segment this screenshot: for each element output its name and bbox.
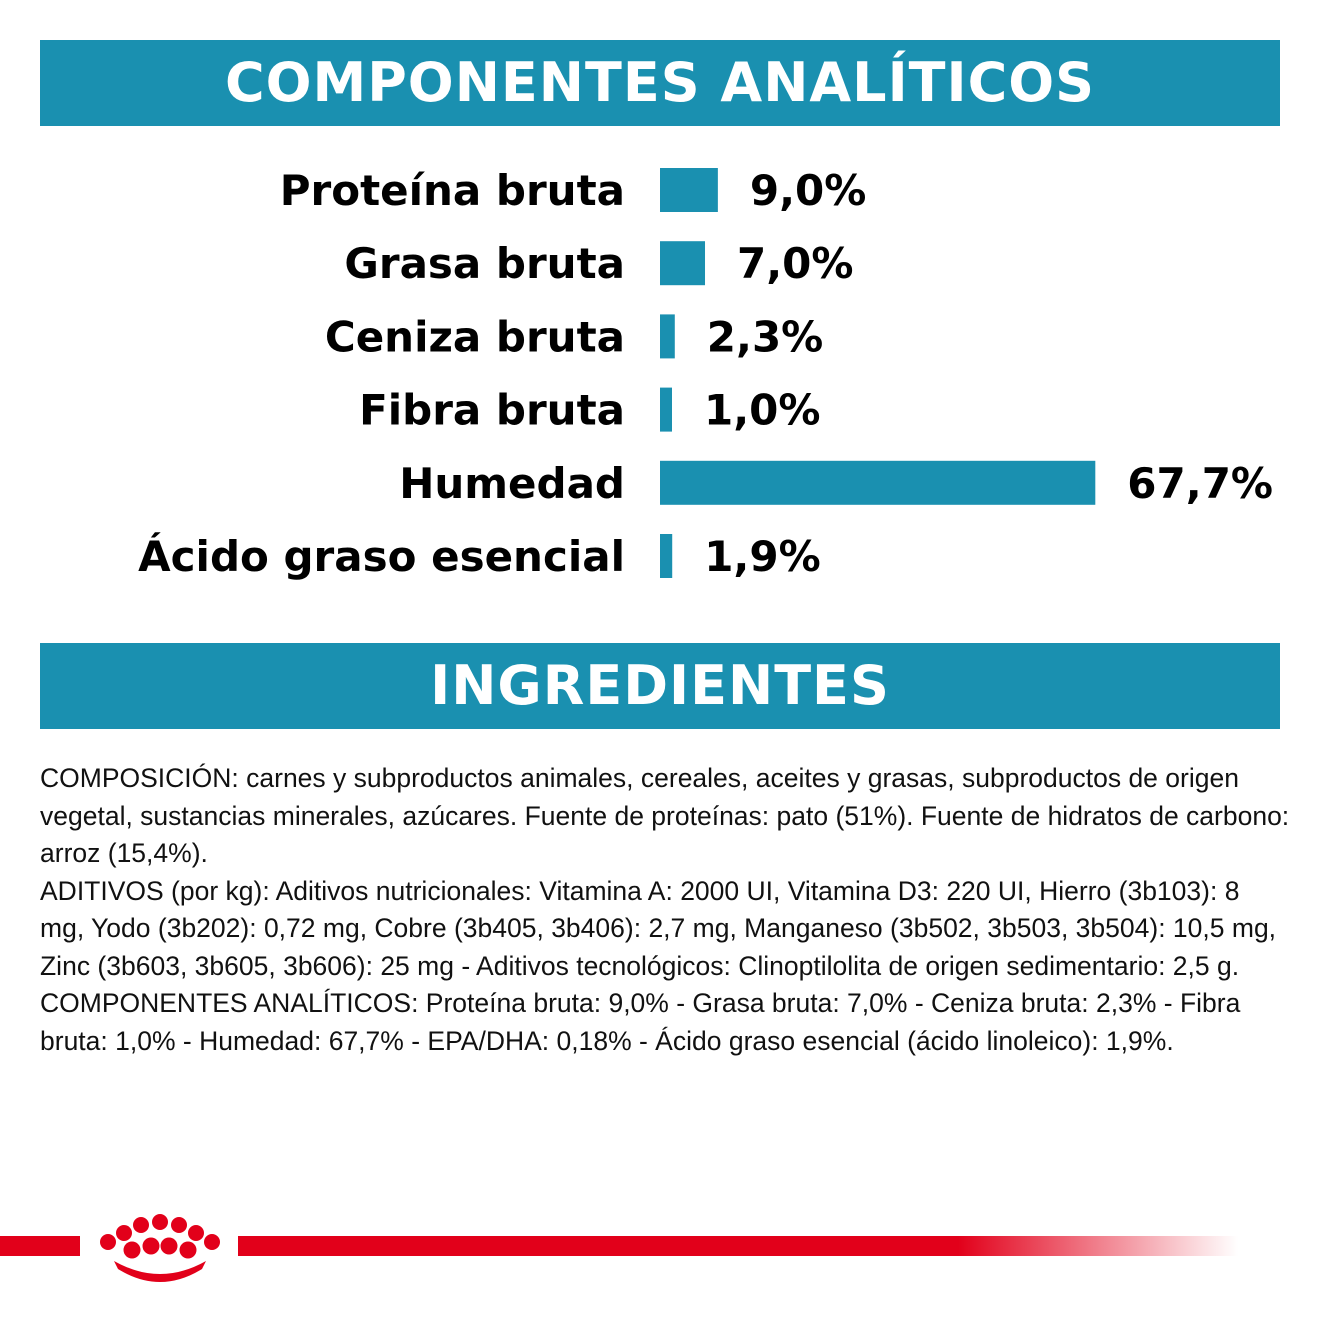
bar bbox=[660, 168, 718, 212]
bar bbox=[660, 241, 706, 286]
analytic-components-header: COMPONENTES ANALÍTICOS bbox=[40, 40, 1280, 126]
bar bbox=[660, 534, 673, 578]
value-label: 9,0% bbox=[750, 166, 866, 215]
category-label: Fibra bruta bbox=[359, 386, 625, 435]
bar bbox=[660, 387, 672, 432]
ingredients-header: INGREDIENTES bbox=[40, 643, 1280, 729]
additives-paragraph: ADITIVOS (por kg): Aditivos nutricionale… bbox=[40, 875, 1277, 981]
royal-canin-crown-logo-icon bbox=[100, 1214, 220, 1282]
value-label: 7,0% bbox=[737, 239, 853, 288]
category-label: Ceniza bruta bbox=[325, 312, 625, 361]
analytic-components-paragraph: COMPONENTES ANALÍTICOS: Proteína bruta: … bbox=[40, 988, 1241, 1056]
value-label: 2,3% bbox=[707, 312, 823, 361]
category-label: Proteína bruta bbox=[280, 166, 625, 215]
category-label: Humedad bbox=[399, 459, 625, 508]
category-label: Grasa bruta bbox=[344, 239, 625, 288]
analytic-components-chart: Proteína bruta 9,0% Grasa bruta 7,0% Ceniza … bbox=[138, 166, 1273, 581]
composition-paragraph: COMPOSICIÓN: carnes y subproductos anima… bbox=[40, 763, 1290, 868]
value-label: 1,0% bbox=[704, 386, 820, 435]
bar bbox=[660, 314, 675, 359]
bar bbox=[660, 460, 1096, 505]
value-label: 1,9% bbox=[704, 532, 820, 581]
footer-line-right bbox=[238, 1236, 1238, 1256]
footer-line-left bbox=[0, 1236, 80, 1256]
value-label: 67,7% bbox=[1127, 459, 1273, 508]
footer-brand-band bbox=[0, 1214, 1238, 1282]
ingredients-text: COMPOSICIÓN: carnes y subproductos anima… bbox=[40, 760, 1290, 1060]
category-label: Ácido graso esencial bbox=[138, 531, 625, 581]
